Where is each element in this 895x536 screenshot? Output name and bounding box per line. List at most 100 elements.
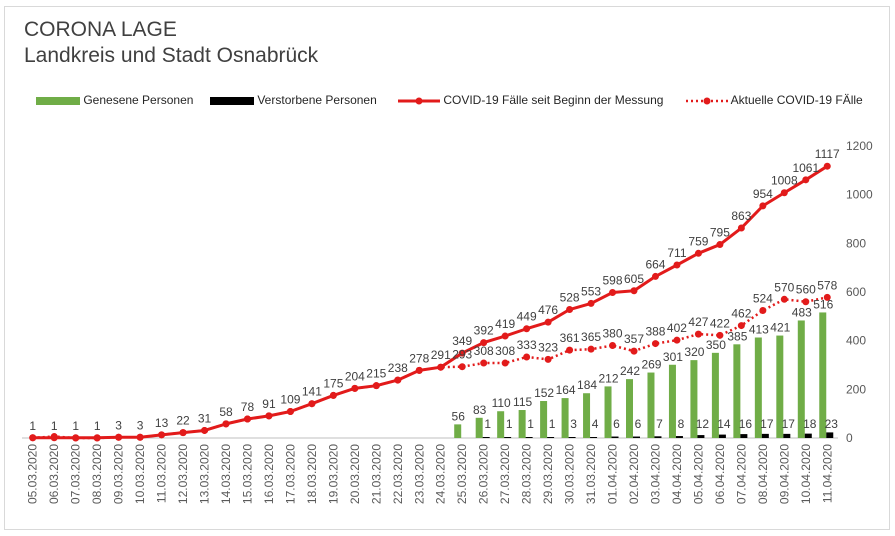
y-tick-label: 800 xyxy=(846,236,866,250)
label-faelle-gesamt: 3 xyxy=(115,418,122,432)
aktuelle-faelle-point xyxy=(72,434,80,442)
aktuelle-faelle-point xyxy=(394,376,402,384)
bar-genesene xyxy=(604,386,612,438)
faelle-gesamt-point xyxy=(609,288,617,296)
bar-genesene xyxy=(497,411,505,438)
x-tick-label: 11.03.2020 xyxy=(155,444,169,503)
y-tick-label: 200 xyxy=(846,382,866,396)
x-tick-label: 18.03.2020 xyxy=(305,444,319,504)
label-verstorbene: 14 xyxy=(717,417,731,431)
label-faelle-gesamt: 1117 xyxy=(815,147,840,161)
legend-item-verstorbene: Verstorbene Personen xyxy=(210,92,377,108)
bar-genesene xyxy=(668,364,676,438)
label-verstorbene: 6 xyxy=(635,417,642,431)
label-verstorbene: 17 xyxy=(760,417,774,431)
bar-verstorbene xyxy=(482,437,490,438)
bar-verstorbene xyxy=(633,436,640,438)
aktuelle-faelle-point xyxy=(458,363,466,371)
label-faelle-gesamt: 109 xyxy=(280,392,300,406)
bar-verstorbene xyxy=(654,436,662,438)
aktuelle-faelle-point xyxy=(609,342,617,350)
label-faelle-gesamt: 22 xyxy=(176,414,190,428)
x-tick-label: 05.04.2020 xyxy=(691,444,705,504)
label-verstorbene: 17 xyxy=(782,417,796,431)
label-aktuelle-faelle: 357 xyxy=(624,332,644,346)
label-verstorbene: 7 xyxy=(656,417,663,431)
label-faelle-gesamt: 3 xyxy=(137,418,144,432)
aktuelle-faelle-point xyxy=(716,331,724,339)
label-genesene: 516 xyxy=(813,297,833,311)
aktuelle-faelle-point xyxy=(93,434,101,442)
x-tick-label: 10.03.2020 xyxy=(133,444,147,504)
x-tick-label: 08.04.2020 xyxy=(756,444,770,504)
y-tick-label: 600 xyxy=(846,285,866,299)
label-aktuelle-faelle: 402 xyxy=(667,321,687,335)
label-faelle-gesamt: 863 xyxy=(731,209,751,223)
faelle-gesamt-point xyxy=(651,272,659,280)
bar-genesene xyxy=(540,401,548,438)
aktuelle-faelle-point xyxy=(780,295,788,303)
faelle-gesamt-point xyxy=(566,306,574,314)
aktuelle-faelle-point xyxy=(351,384,359,392)
label-genesene: 56 xyxy=(452,409,466,423)
legend-label-verstorbene: Verstorbene Personen xyxy=(257,93,377,107)
x-tick-label: 03.04.2020 xyxy=(648,444,662,504)
aktuelle-faelle-point xyxy=(179,429,187,437)
label-faelle-gesamt: 419 xyxy=(495,317,515,331)
aktuelle-faelle-point xyxy=(544,355,552,363)
faelle-gesamt-point xyxy=(523,325,531,333)
x-tick-label: 15.03.2020 xyxy=(240,444,254,504)
label-verstorbene: 8 xyxy=(678,417,685,431)
label-aktuelle-faelle: 524 xyxy=(753,291,773,305)
label-aktuelle-faelle: 388 xyxy=(645,325,665,339)
aktuelle-faelle-point xyxy=(243,415,251,423)
label-faelle-gesamt: 91 xyxy=(262,397,276,411)
label-faelle-gesamt: 605 xyxy=(624,272,644,286)
label-faelle-gesamt: 58 xyxy=(219,405,233,419)
label-faelle-gesamt: 711 xyxy=(667,246,686,260)
x-tick-label: 24.03.2020 xyxy=(434,444,448,504)
bar-genesene xyxy=(583,393,591,438)
x-tick-label: 13.03.2020 xyxy=(198,444,212,504)
x-tick-label: 20.03.2020 xyxy=(348,444,362,504)
faelle-gesamt-point xyxy=(630,287,638,295)
aktuelle-faelle-point xyxy=(372,382,380,390)
legend-item-faelle-gesamt: COVID-19 Fälle seit Beginn der Messung xyxy=(398,92,663,108)
label-faelle-gesamt: 31 xyxy=(198,411,212,425)
label-faelle-gesamt: 1 xyxy=(29,419,36,433)
label-faelle-gesamt: 13 xyxy=(155,416,169,430)
aktuelle-faelle-point xyxy=(201,426,209,434)
label-faelle-gesamt: 1061 xyxy=(792,161,819,175)
label-faelle-gesamt: 954 xyxy=(753,187,773,201)
legend-swatch-verstorbene xyxy=(210,96,254,105)
x-tick-label: 21.03.2020 xyxy=(369,444,383,504)
aktuelle-faelle-point xyxy=(566,346,574,354)
x-tick-label: 08.03.2020 xyxy=(90,444,104,504)
label-faelle-gesamt: 1 xyxy=(94,419,101,433)
faelle-gesamt-point xyxy=(823,162,831,170)
label-verstorbene: 23 xyxy=(825,417,839,431)
faelle-gesamt-point xyxy=(544,318,552,326)
x-tick-label: 26.03.2020 xyxy=(477,444,491,504)
label-aktuelle-faelle: 578 xyxy=(817,278,837,292)
x-tick-label: 07.04.2020 xyxy=(734,444,748,504)
label-verstorbene: 1 xyxy=(506,417,513,431)
aktuelle-faelle-point xyxy=(308,400,316,408)
x-tick-label: 10.04.2020 xyxy=(799,444,813,504)
aktuelle-faelle-point xyxy=(136,433,144,441)
chart-frame xyxy=(4,6,890,530)
bar-verstorbene xyxy=(547,437,555,438)
x-tick-label: 22.03.2020 xyxy=(391,444,405,504)
aktuelle-faelle-point xyxy=(587,345,595,353)
aktuelle-faelle-point xyxy=(759,306,767,314)
x-tick-label: 09.03.2020 xyxy=(112,444,126,504)
label-faelle-gesamt: 291 xyxy=(431,348,451,362)
chart-title: CORONA LAGE xyxy=(24,18,177,41)
faelle-gesamt-point xyxy=(458,349,466,357)
aktuelle-faelle-point xyxy=(737,322,745,330)
label-verstorbene: 12 xyxy=(696,417,710,431)
x-tick-label: 27.03.2020 xyxy=(498,444,512,504)
faelle-gesamt-point xyxy=(780,189,788,197)
aktuelle-faelle-point xyxy=(673,336,681,344)
aktuelle-faelle-point xyxy=(29,434,37,442)
